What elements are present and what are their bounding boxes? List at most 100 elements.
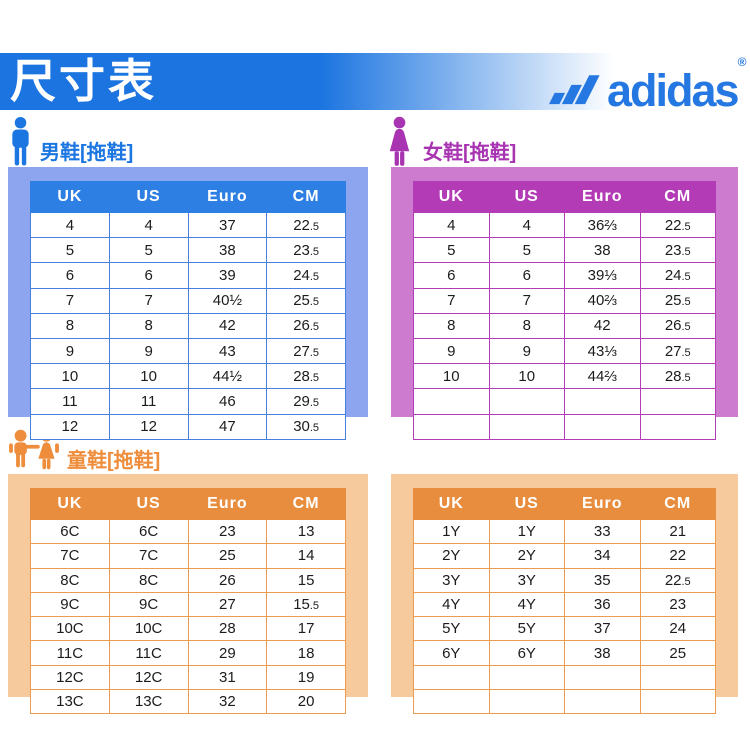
table-cell: 12C <box>30 664 110 691</box>
table-cell: 44½ <box>187 363 268 390</box>
table-row: 4 4 36⅔ 22.5 <box>413 211 716 239</box>
table-row <box>413 388 716 415</box>
table-row <box>413 664 716 691</box>
table-row: 8C 8C 26 15 <box>30 567 346 593</box>
column-header: UK <box>30 488 110 520</box>
table-cell: 5Y <box>488 616 565 642</box>
table-row: 10 10 44½ 28.5 <box>30 363 346 390</box>
table-cell: 2Y <box>413 543 490 569</box>
table-cell: 4 <box>413 211 490 239</box>
table-cell: 25.5 <box>639 287 716 314</box>
table-row: 5 5 38 23.5 <box>30 237 346 264</box>
table-cell: 40⅔ <box>564 287 641 314</box>
table-cell: 6 <box>108 262 189 289</box>
table-row: 10 10 44⅔ 28.5 <box>413 363 716 390</box>
column-header: Euro <box>187 488 268 520</box>
table-row: 13C 13C 32 20 <box>30 689 346 715</box>
column-header: US <box>108 488 189 520</box>
table-cell: 28.5 <box>266 363 346 390</box>
women-size-panel: UK US Euro CM 4 4 36⅔ 22.5 5 5 38 23.5 6 6 39⅓ 24.5 7 7 40… <box>391 167 738 440</box>
table-cell <box>488 388 565 415</box>
table-cell: 40½ <box>187 287 268 314</box>
column-header: US <box>488 488 565 520</box>
table-row <box>413 689 716 715</box>
table-cell: 3Y <box>413 567 490 593</box>
column-header: US <box>108 181 189 213</box>
table-cell: 4Y <box>413 591 490 618</box>
adidas-logo: adidas ® <box>549 51 746 113</box>
kids-size-panel-right: UK US Euro CM 1Y 1Y 33 21 2Y 2Y 34 22 3Y 3Y 35 22.5 4Y 4Y… <box>391 474 738 715</box>
table-row: 8 8 42 26.5 <box>413 312 716 339</box>
table-cell: 11 <box>30 388 110 415</box>
table-cell <box>639 388 716 415</box>
table-cell: 22.5 <box>639 211 716 239</box>
table-row: 1Y 1Y 33 21 <box>413 518 716 545</box>
kids-size-panel-left: UK US Euro CM 6C 6C 23 13 7C 7C 25 14 8C 8C 26 15 9C 9C 27… <box>8 474 368 715</box>
table-row: 4Y 4Y 36 23 <box>413 591 716 618</box>
men-size-panel: UK US Euro CM 4 4 37 22.5 5 5 38 23.5 6 6 39 24.5 7 7 40½ 2… <box>8 167 368 440</box>
women-size-table: UK US Euro CM 4 4 36⅔ 22.5 5 5 38 23.5 6 6 39⅓ 24.5 7 7 40… <box>413 181 716 440</box>
table-cell: 44⅔ <box>564 363 641 390</box>
section-title-women: 女鞋[拖鞋] <box>423 142 517 164</box>
table-cell: 25.5 <box>266 287 346 314</box>
table-cell: 38 <box>564 640 641 666</box>
table-cell: 23 <box>187 518 268 545</box>
table-cell: 39 <box>187 262 268 289</box>
table-cell <box>564 413 641 440</box>
table-row: 12 12 47 30.5 <box>30 413 346 440</box>
table-cell: 13C <box>30 689 110 715</box>
column-header: Euro <box>187 181 268 213</box>
column-header: UK <box>30 181 110 213</box>
table-cell: 29 <box>187 640 268 666</box>
table-cell: 37 <box>187 211 268 239</box>
table-cell: 30.5 <box>266 413 346 440</box>
table-cell: 5 <box>413 237 490 264</box>
table-cell: 8 <box>413 312 490 339</box>
header-row: UK US Euro CM <box>30 181 346 213</box>
table-cell: 10 <box>108 363 189 390</box>
section-title-men: 男鞋[拖鞋] <box>40 142 134 164</box>
table-row: 7 7 40⅔ 25.5 <box>413 287 716 314</box>
table-cell: 8 <box>488 312 565 339</box>
table-cell: 43 <box>187 337 268 365</box>
table-cell: 42 <box>187 312 268 339</box>
table-cell: 33 <box>564 518 641 545</box>
table-cell: 4 <box>108 211 189 239</box>
table-cell: 6 <box>30 262 110 289</box>
table-cell: 9 <box>108 337 189 365</box>
table-cell: 22.5 <box>266 211 346 239</box>
column-header: CM <box>639 488 716 520</box>
men-size-table: UK US Euro CM 4 4 37 22.5 5 5 38 23.5 6 6 39 24.5 7 7 40½ 2… <box>30 181 346 440</box>
table-cell: 7 <box>488 287 565 314</box>
table-cell: 1Y <box>413 518 490 545</box>
table-cell: 24.5 <box>639 262 716 289</box>
table-cell: 24 <box>639 616 716 642</box>
column-header: Euro <box>564 181 641 213</box>
table-cell: 10 <box>413 363 490 390</box>
table-cell: 42 <box>564 312 641 339</box>
adidas-three-stripes-icon <box>549 75 600 105</box>
table-cell: 28.5 <box>639 363 716 390</box>
table-cell: 26.5 <box>266 312 346 339</box>
table-cell <box>639 413 716 440</box>
table-cell: 13 <box>266 518 346 545</box>
table-cell: 29.5 <box>266 388 346 415</box>
table-cell: 6 <box>488 262 565 289</box>
table-cell: 9C <box>30 591 110 618</box>
table-row: 9C 9C 27 15.5 <box>30 591 346 618</box>
table-cell: 6C <box>30 518 110 545</box>
table-cell: 46 <box>187 388 268 415</box>
table-cell: 15.5 <box>266 591 346 618</box>
table-cell <box>639 689 716 715</box>
table-cell: 10 <box>488 363 565 390</box>
table-row: 6 6 39 24.5 <box>30 262 346 289</box>
table-cell: 25 <box>639 640 716 666</box>
table-cell: 38 <box>187 237 268 264</box>
table-cell: 22 <box>639 543 716 569</box>
table-cell: 26.5 <box>639 312 716 339</box>
table-cell: 11C <box>30 640 110 666</box>
table-cell <box>564 689 641 715</box>
table-row: 4 4 37 22.5 <box>30 211 346 239</box>
table-cell: 6Y <box>488 640 565 666</box>
